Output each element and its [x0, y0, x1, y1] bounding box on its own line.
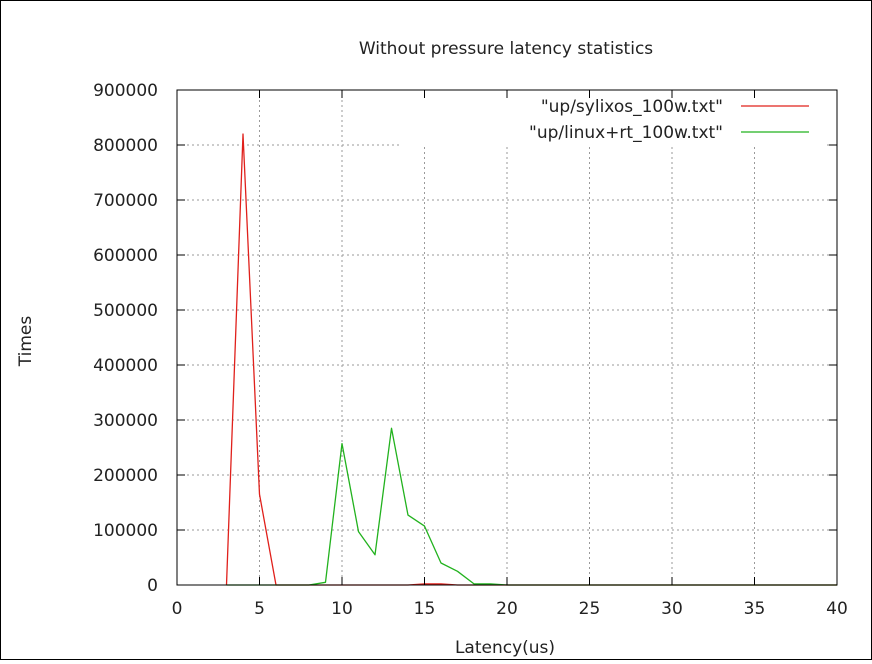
x-tick-label: 0 [172, 599, 183, 619]
y-tick-label: 900000 [93, 81, 158, 101]
x-tick-label: 35 [744, 599, 766, 619]
grid-lines [177, 90, 837, 585]
chart-title: Without pressure latency statistics [359, 39, 653, 59]
legend-label-1: "up/sylixos_100w.txt" [541, 97, 723, 117]
axis-ticks: 0 5 10 15 20 25 30 35 40 0 100000 200000 300000 40000… [93, 81, 848, 619]
x-tick-label: 5 [254, 599, 265, 619]
legend: "up/sylixos_100w.txt" "up/linux+rt_100w.t… [529, 97, 809, 143]
x-tick-label: 30 [661, 599, 683, 619]
y-tick-label: 400000 [93, 356, 158, 376]
y-tick-label: 700000 [93, 191, 158, 211]
series-line-1 [225, 133, 837, 586]
y-tick-label: 500000 [93, 301, 158, 321]
y-axis-label: Times [16, 316, 36, 368]
y-tick-label: 600000 [93, 246, 158, 266]
y-tick-label: 300000 [93, 411, 158, 431]
x-tick-label: 10 [331, 599, 353, 619]
series-lines [225, 133, 837, 586]
x-tick-label: 15 [414, 599, 436, 619]
x-tick-label: 25 [579, 599, 601, 619]
legend-label-2: "up/linux+rt_100w.txt" [529, 123, 723, 143]
x-tick-label: 40 [826, 599, 848, 619]
x-tick-label: 20 [496, 599, 518, 619]
y-tick-label: 800000 [93, 136, 158, 156]
y-tick-label: 0 [147, 576, 158, 596]
y-tick-label: 200000 [93, 466, 158, 486]
y-tick-label: 100000 [93, 521, 158, 541]
series-line-2 [226, 427, 837, 586]
x-axis-label: Latency(us) [455, 638, 555, 658]
